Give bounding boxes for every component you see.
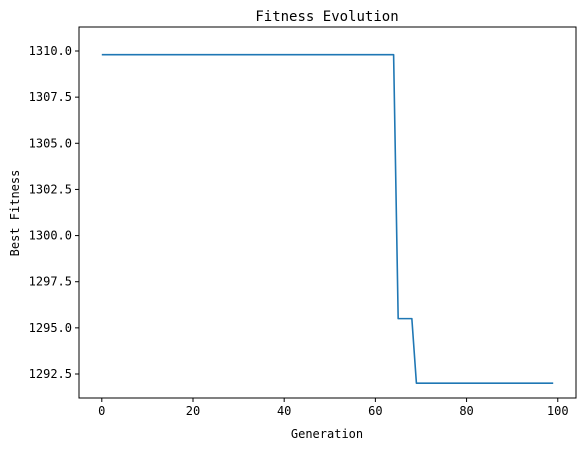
y-tick-label: 1297.5 (29, 275, 72, 289)
x-tick-label: 40 (277, 404, 291, 418)
x-tick-label: 80 (459, 404, 473, 418)
y-tick-label: 1305.0 (29, 136, 72, 150)
y-tick-label: 1310.0 (29, 44, 72, 58)
y-tick-label: 1300.0 (29, 229, 72, 243)
x-tick-label: 20 (186, 404, 200, 418)
y-tick-label: 1302.5 (29, 182, 72, 196)
x-tick-label: 100 (547, 404, 569, 418)
y-tick-label: 1292.5 (29, 367, 72, 381)
chart-title: Fitness Evolution (255, 9, 398, 25)
series-layer (101, 53, 554, 385)
x-tick-label: 0 (98, 404, 105, 418)
plot-frame (78, 26, 577, 399)
y-tick-label: 1307.5 (29, 90, 72, 104)
x-axis-label: Generation (291, 427, 363, 441)
y-axis-ticks: 1292.5 1295.0 1297.5 1300.0 1302.5 1305.0 1307… (29, 44, 79, 381)
fitness-series-line (101, 53, 554, 385)
y-axis-label: Best Fitness (8, 170, 22, 257)
x-axis-ticks: 0 20 40 60 80 100 (98, 398, 569, 418)
y-tick-label: 1295.0 (29, 321, 72, 335)
x-tick-label: 60 (368, 404, 382, 418)
